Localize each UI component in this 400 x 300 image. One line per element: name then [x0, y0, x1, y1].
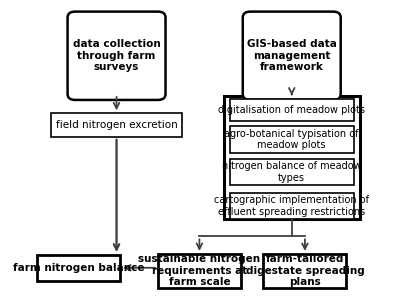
Text: nitrogen balance of meadow
types: nitrogen balance of meadow types: [222, 161, 362, 183]
Text: sustainable nitrogen
requirements at
farm scale: sustainable nitrogen requirements at far…: [138, 254, 260, 287]
Text: cartographic implementation of
effluent spreading restrictions: cartographic implementation of effluent …: [214, 195, 369, 217]
Text: GIS-based data
management
framework: GIS-based data management framework: [247, 39, 337, 72]
FancyBboxPatch shape: [230, 126, 354, 153]
Text: farm nitrogen balance: farm nitrogen balance: [13, 263, 145, 273]
Text: farm-tailored
digestate spreading
plans: farm-tailored digestate spreading plans: [246, 254, 364, 287]
FancyBboxPatch shape: [230, 159, 354, 185]
Text: digitalisation of meadow plots: digitalisation of meadow plots: [218, 105, 365, 115]
Text: data collection
through farm
surveys: data collection through farm surveys: [73, 39, 160, 72]
FancyBboxPatch shape: [264, 254, 346, 288]
Text: agro-botanical typisation of
meadow plots: agro-botanical typisation of meadow plot…: [224, 129, 359, 151]
FancyBboxPatch shape: [68, 12, 166, 100]
FancyBboxPatch shape: [38, 254, 120, 281]
FancyBboxPatch shape: [158, 254, 241, 288]
FancyBboxPatch shape: [230, 193, 354, 219]
FancyBboxPatch shape: [51, 113, 182, 137]
FancyBboxPatch shape: [230, 99, 354, 121]
FancyBboxPatch shape: [243, 12, 341, 100]
Text: field nitrogen excretion: field nitrogen excretion: [56, 120, 178, 130]
